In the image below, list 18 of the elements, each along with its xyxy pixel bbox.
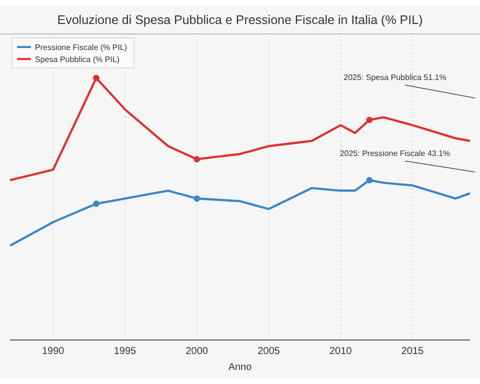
annotation: 2025: Pressione Fiscale 43.1%	[340, 149, 450, 158]
x-tick-label: 2015	[401, 346, 424, 357]
x-tick-label: 2000	[186, 346, 208, 357]
x-axis-title: Anno	[228, 362, 252, 373]
x-tick-label: 2010	[330, 346, 352, 357]
legend-label: Spesa Pubblica (% PIL)	[35, 55, 120, 64]
x-tick-label: 2005	[258, 346, 280, 357]
x-tick-label: 1990	[42, 346, 65, 357]
legend-label: Pressione Fiscale (% PIL)	[35, 43, 128, 52]
point	[194, 156, 200, 162]
point	[366, 116, 373, 124]
chart-title: Evoluzione di Spesa Pubblica e Pressione Fiscale in Italia (% PIL)	[57, 13, 423, 27]
x-tick-label: 1995	[114, 346, 137, 357]
point	[93, 200, 100, 207]
point	[93, 74, 100, 82]
point	[194, 195, 200, 202]
annotation: 2025: Spesa Pubblica 51.1%	[344, 73, 446, 82]
point	[366, 176, 373, 184]
